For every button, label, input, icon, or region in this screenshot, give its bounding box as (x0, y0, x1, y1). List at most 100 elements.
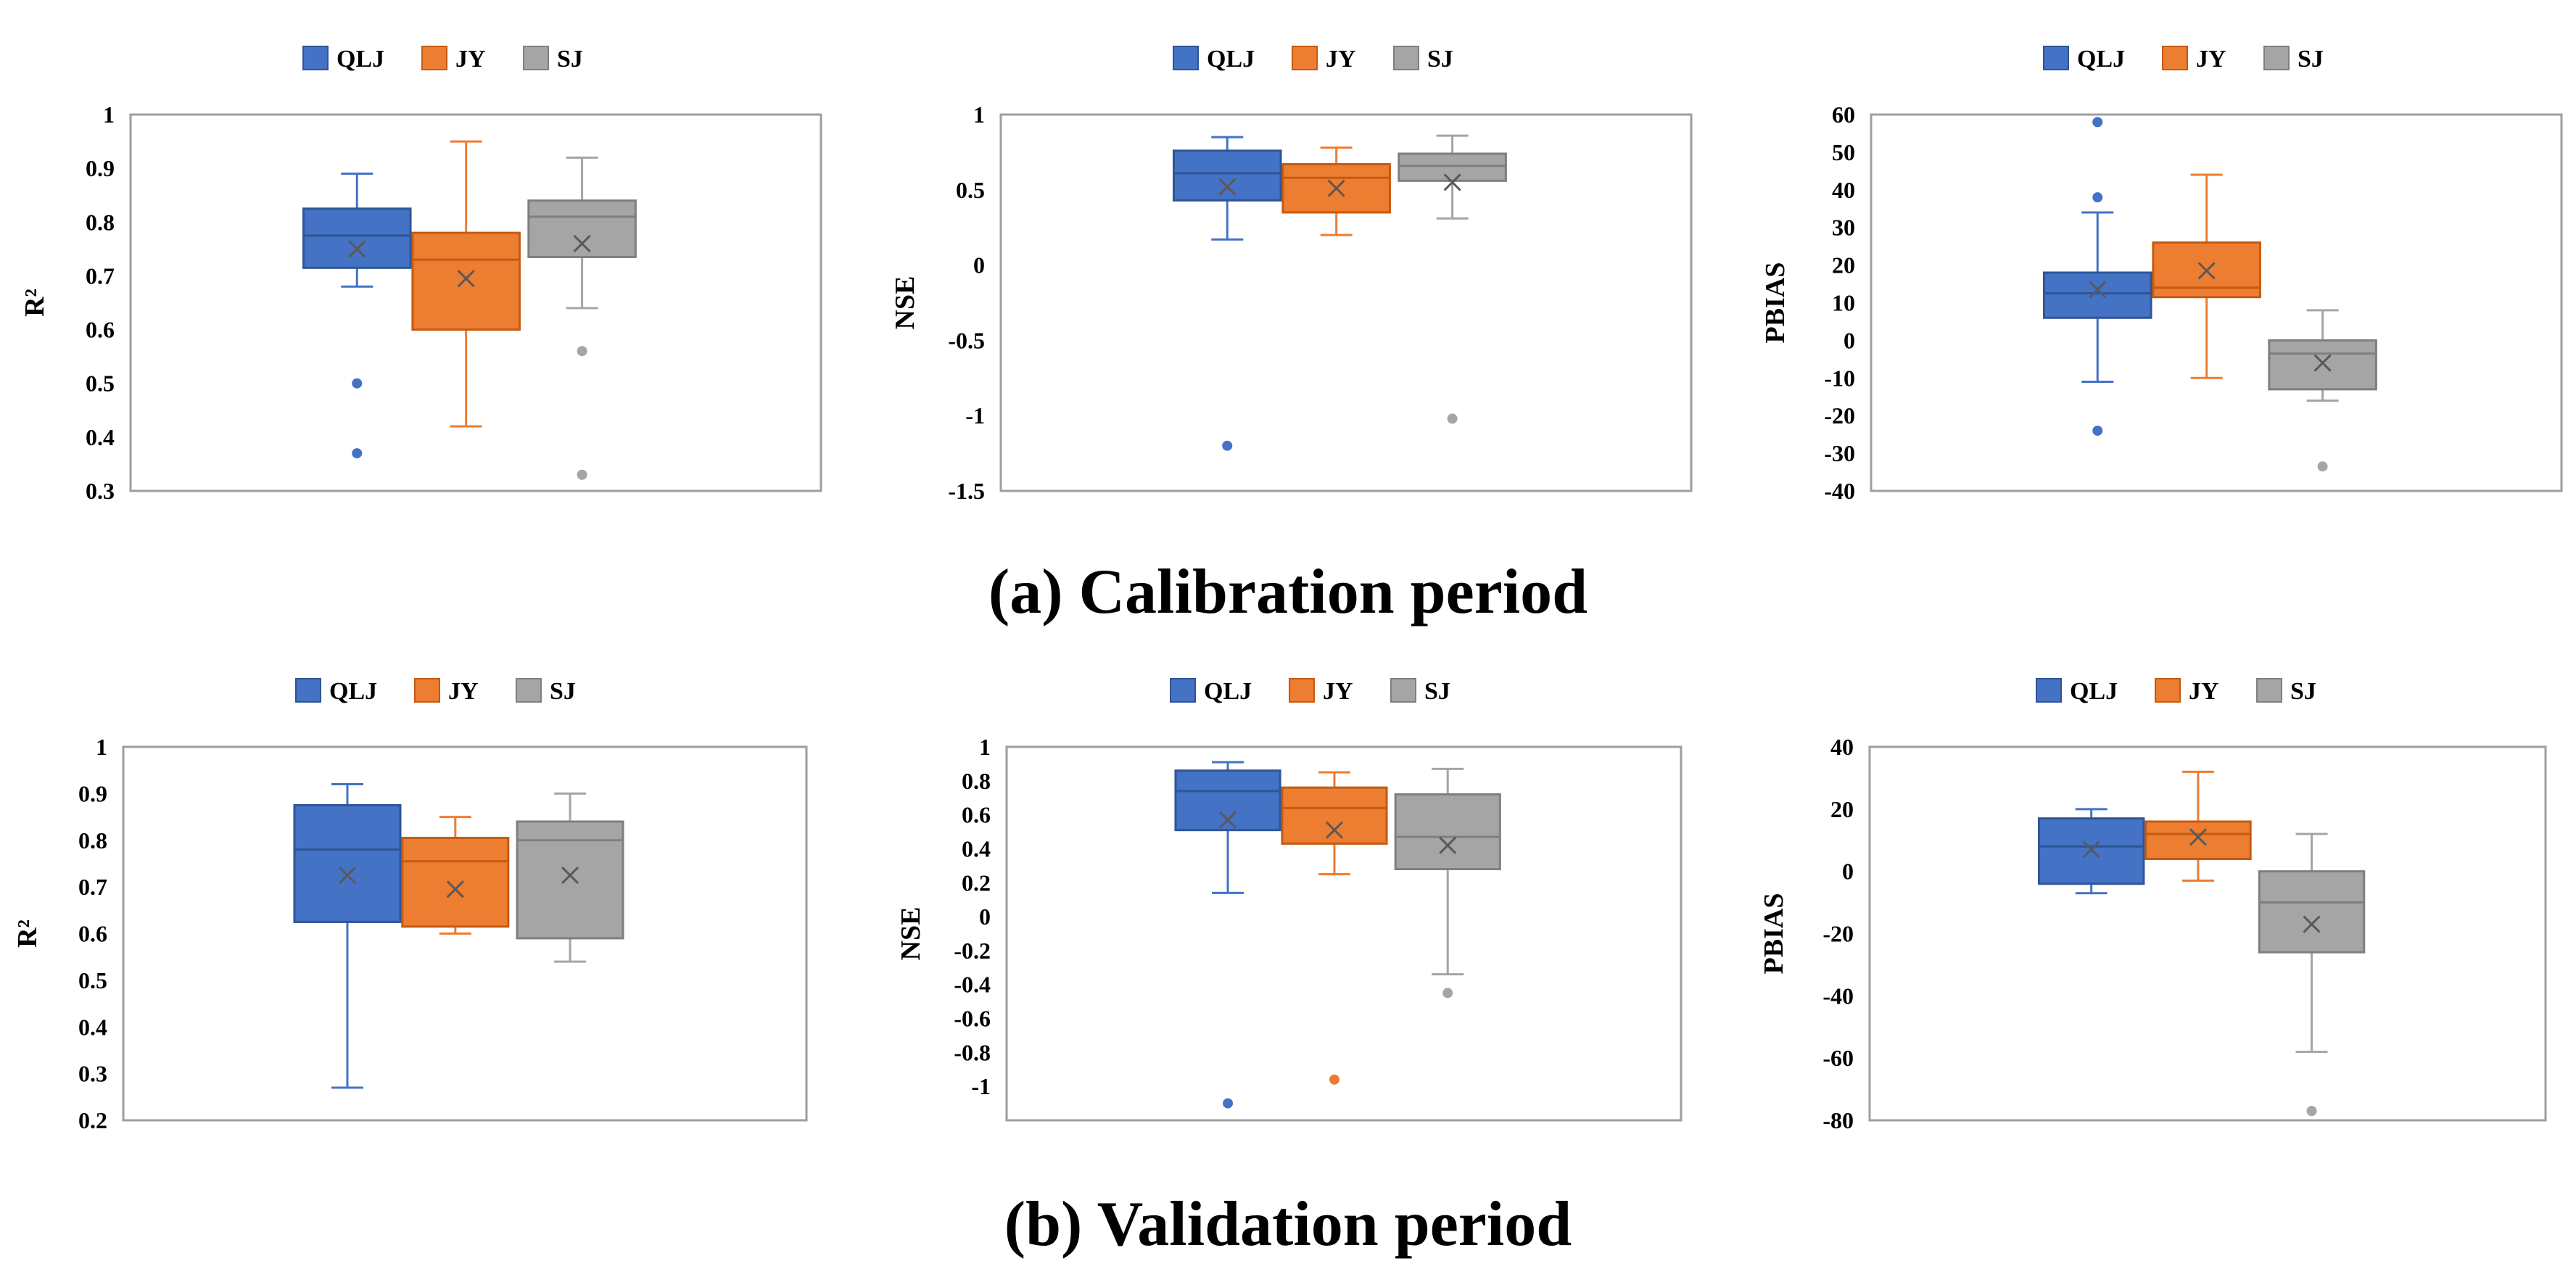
legend-label-jy: JY (455, 46, 486, 73)
legend-swatch-sj (523, 46, 549, 70)
legend-swatch-jy (2155, 678, 2181, 703)
y-axis-label: NSE (896, 907, 926, 961)
mean-marker (2313, 354, 2332, 372)
y-axis-label: NSE (890, 276, 920, 330)
legend-swatch-sj (516, 678, 542, 703)
outlier-point (1447, 413, 1458, 424)
y-tick-label: 20 (1832, 252, 1855, 278)
legend-label-sj: SJ (557, 46, 583, 73)
legend-swatch-qlj (295, 678, 321, 703)
legend-swatch-jy (1289, 678, 1315, 703)
mean-marker (1439, 836, 1457, 854)
iqr-box (401, 837, 510, 928)
iqr-box (516, 820, 624, 940)
box-jy (401, 816, 510, 935)
legend-label-qlj: QLJ (337, 46, 384, 73)
legend-swatch-sj (2256, 678, 2282, 703)
y-tick-label: 30 (1832, 215, 1855, 241)
box-sj (2258, 832, 2366, 1117)
y-tick-label: 0 (1844, 327, 1855, 353)
y-tick-label: 0.6 (962, 802, 991, 828)
legend-label-sj: SJ (1424, 678, 1450, 705)
mean-marker (338, 866, 357, 885)
legend-label-sj: SJ (550, 678, 576, 705)
legend-swatch-sj (1390, 678, 1416, 703)
legend-label-qlj: QLJ (1204, 678, 1252, 705)
mean-marker (1327, 179, 1345, 197)
y-tick-label: -0.6 (954, 1006, 991, 1032)
y-tick-label: -20 (1822, 921, 1854, 947)
y-tick-label: 50 (1832, 139, 1855, 165)
outlier-point (1329, 1074, 1339, 1085)
y-tick-label: -0.5 (948, 327, 985, 353)
y-tick-label: 0.7 (78, 874, 107, 900)
calibration-period-title: (a) Calibration period (988, 557, 1588, 627)
box-jy (2144, 770, 2252, 882)
plot-frame (122, 745, 808, 1122)
plot-frame (1870, 113, 2563, 492)
mean-marker (2303, 915, 2321, 933)
y-tick-label: 0.5 (78, 967, 107, 993)
y-tick-label: 0.8 (962, 768, 991, 794)
y-tick-label: -0.8 (954, 1039, 991, 1065)
y-tick-label: 0.9 (86, 155, 115, 181)
legend-label-sj: SJ (1427, 46, 1453, 73)
box-chart-3: -40 -30 -20 -10 0 10 20 30 40 50 60 PBIAS QLJ JY SJ (1760, 46, 2563, 504)
plot-frame (1005, 745, 1683, 1122)
y-tick-label: 0.5 (956, 177, 985, 203)
y-tick-label: -40 (1824, 478, 1855, 504)
legend-label-jy: JY (1323, 678, 1353, 705)
outlier-point (352, 378, 363, 389)
mean-marker (1218, 811, 1237, 829)
y-tick-label: -20 (1824, 402, 1855, 429)
box-sj (516, 792, 624, 963)
y-tick-label: 0.4 (86, 424, 115, 450)
y-axis-label: R² (12, 919, 43, 948)
y-tick-label: 0.3 (78, 1061, 107, 1087)
iqr-box (1281, 786, 1388, 845)
legend-swatch-jy (1292, 46, 1318, 70)
box-qlj (1174, 761, 1281, 1109)
y-tick-label: -0.4 (954, 972, 991, 998)
box-jy (411, 140, 521, 428)
outlier-point (577, 469, 587, 480)
y-tick-label: 0 (979, 903, 991, 930)
y-tick-label: 0.9 (78, 780, 107, 806)
box-chart-5: -1 -0.8 -0.6 -0.4 -0.2 0 0.2 0.4 0.6 0.8 1 NSE QLJ JY… (896, 678, 1683, 1122)
legend-swatch-sj (2263, 46, 2290, 70)
y-tick-label: 0.8 (86, 209, 115, 235)
y-tick-label: -80 (1822, 1107, 1854, 1133)
plot-frame (999, 113, 1693, 492)
outlier-point (1442, 988, 1453, 998)
outlier-point (2092, 192, 2103, 203)
box-chart-2: -1.5 -1 -0.5 0 0.5 1 NSE QLJ JY SJ (890, 46, 1693, 504)
box-chart-1: 0.3 0.4 0.5 0.6 0.7 0.8 0.9 1 R² QLJ JY SJ (20, 46, 822, 504)
iqr-box (411, 231, 521, 331)
outlier-point (2317, 461, 2328, 472)
iqr-box (1398, 152, 1507, 182)
y-tick-label: 0.6 (86, 317, 115, 343)
mean-marker (1218, 178, 1237, 196)
box-qlj (2037, 808, 2145, 895)
iqr-box (2258, 870, 2366, 954)
outlier-point (2092, 425, 2103, 436)
box-jy (2152, 173, 2261, 379)
y-tick-label: 1 (979, 734, 991, 760)
box-sj (527, 156, 637, 480)
legend-label-qlj: QLJ (329, 678, 377, 705)
mean-marker (573, 234, 591, 253)
outlier-point (1222, 440, 1233, 451)
y-axis-label: PBIAS (1760, 262, 1791, 344)
legend-label-jy: JY (1326, 46, 1356, 73)
iqr-box (302, 207, 412, 269)
y-tick-label: 0.4 (962, 835, 991, 861)
legend-label-jy: JY (2189, 678, 2219, 705)
iqr-box (2037, 817, 2145, 885)
box-jy (1281, 771, 1388, 1085)
box-chart-4: 0.2 0.3 0.4 0.5 0.6 0.7 0.8 0.9 1 R² QLJ JY SJ (12, 678, 808, 1133)
y-tick-label: -10 (1824, 365, 1855, 391)
outlier-point (2306, 1106, 2317, 1117)
legend-label-qlj: QLJ (2070, 678, 2118, 705)
legend-label-qlj: QLJ (2077, 46, 2125, 73)
y-tick-label: 1 (973, 102, 985, 128)
